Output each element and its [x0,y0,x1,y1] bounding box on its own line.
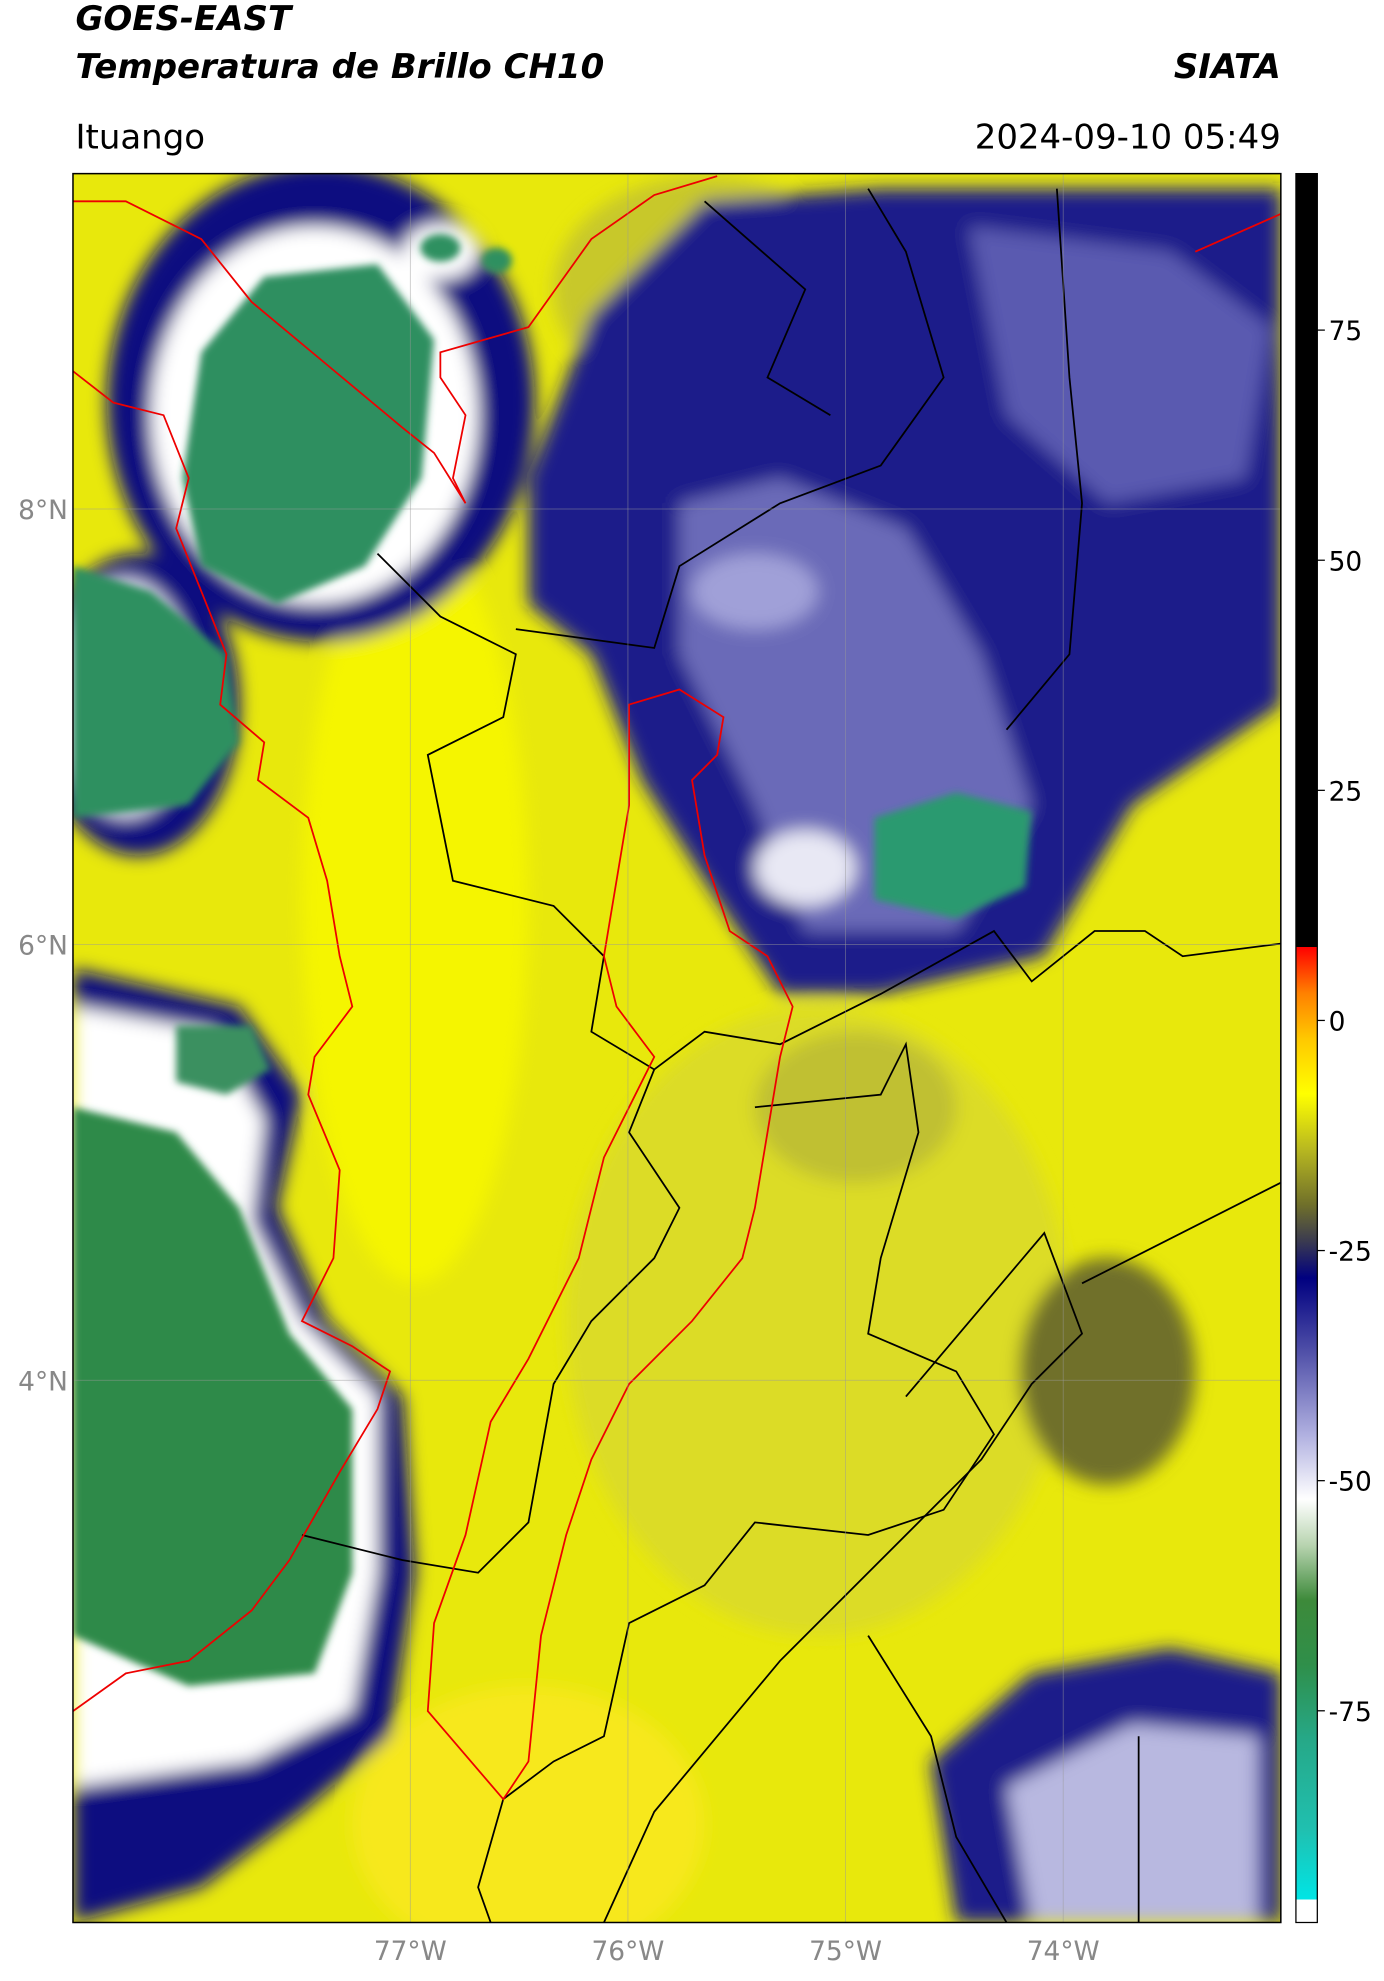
colorbar-tick-label: 25 [1329,776,1363,807]
title: GOES-EAST [75,0,293,39]
colorbar-gradient [1295,172,1318,1924]
y-tick-label: 6°N [18,931,68,962]
x-tick-label: 77°W [374,1936,447,1967]
colorbar: -75 -50 -25 0 25 50 75 [1295,172,1372,1924]
satellite-image [72,173,1281,1923]
x-tick-label: 75°W [809,1936,882,1967]
map-ticks: 77°W 76°W 75°W 74°W 4°N 6°N 8°N [18,495,1099,1967]
location: Ituango [75,117,205,157]
y-tick-label: 4°N [18,1366,68,1397]
organization: SIATA [1174,47,1281,87]
datetime: 2024-09-10 05:49 [975,117,1281,157]
colorbar-tick-label: -50 [1329,1467,1372,1498]
subtitle: Temperatura de Brillo CH10 [75,47,604,87]
colorbar-tick-label: 0 [1329,1007,1346,1038]
colorbar-tick-label: -75 [1329,1697,1372,1728]
map-frame [72,172,1282,1924]
y-tick-label: 8°N [18,495,68,526]
x-tick-label: 74°W [1027,1936,1100,1967]
x-tick-label: 76°W [591,1936,664,1967]
colorbar-tick-label: -25 [1329,1237,1372,1268]
colorbar-tick-label: 75 [1329,316,1363,347]
admin-boundaries [301,188,1281,1923]
graticule [72,173,1281,1923]
colorbar-tick-label: 50 [1329,546,1363,577]
coastline [72,175,1281,1801]
